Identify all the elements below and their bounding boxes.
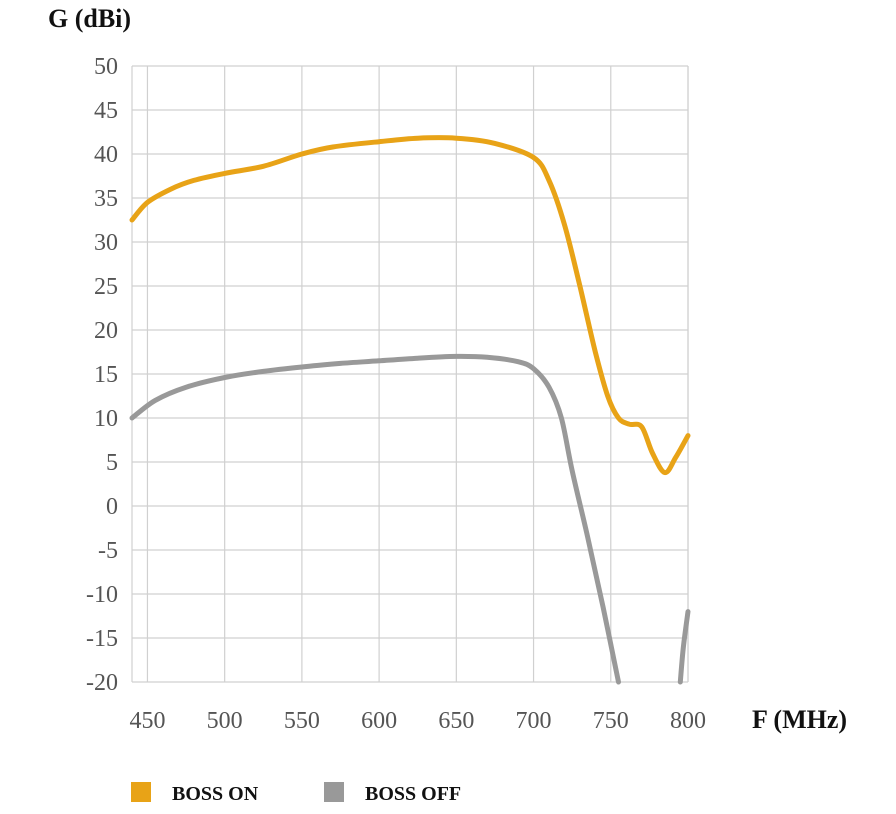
legend-swatch-boss-on (131, 782, 151, 802)
x-tick-label: 500 (207, 708, 243, 734)
y-tick-label: -15 (86, 626, 118, 652)
y-tick-label: 50 (94, 54, 118, 80)
x-tick-label: 650 (438, 708, 474, 734)
y-tick-label: 40 (94, 142, 118, 168)
y-axis-title: G (dBi) (48, 4, 131, 33)
y-tick-label: -20 (86, 670, 118, 696)
series-line-boss-off-segment-1 (129, 353, 621, 685)
y-tick-label: 30 (94, 230, 118, 256)
y-tick-label: -10 (86, 582, 118, 608)
y-tick-label: 20 (94, 318, 118, 344)
x-tick-label: 550 (284, 708, 320, 734)
y-tick-label: 0 (106, 494, 118, 520)
y-tick-label: 45 (94, 98, 118, 124)
series-line-boss-off-segment-2 (677, 609, 691, 685)
legend: BOSS ON BOSS OFF (131, 782, 461, 805)
x-axis-title: F (MHz) (752, 705, 847, 734)
series-lines (129, 135, 691, 685)
y-tick-label: 35 (94, 186, 118, 212)
grid (131, 65, 689, 683)
y-tick-label: 5 (106, 450, 118, 476)
x-tick-label: 600 (361, 708, 397, 734)
y-tick-label: -5 (98, 538, 118, 564)
y-tick-label: 25 (94, 274, 118, 300)
legend-label-boss-off: BOSS OFF (365, 783, 461, 805)
x-tick-label: 700 (516, 708, 552, 734)
legend-swatch-boss-off (324, 782, 344, 802)
x-tick-label: 450 (129, 708, 165, 734)
series-line-boss-on (129, 135, 691, 476)
x-tick-label: 750 (593, 708, 629, 734)
y-tick-label: 15 (94, 362, 118, 388)
y-tick-label: 10 (94, 406, 118, 432)
x-tick-labels: 450 500 550 600 650 700 750 800 (129, 708, 706, 734)
legend-label-boss-on: BOSS ON (172, 783, 259, 805)
x-tick-label: 800 (670, 708, 706, 734)
